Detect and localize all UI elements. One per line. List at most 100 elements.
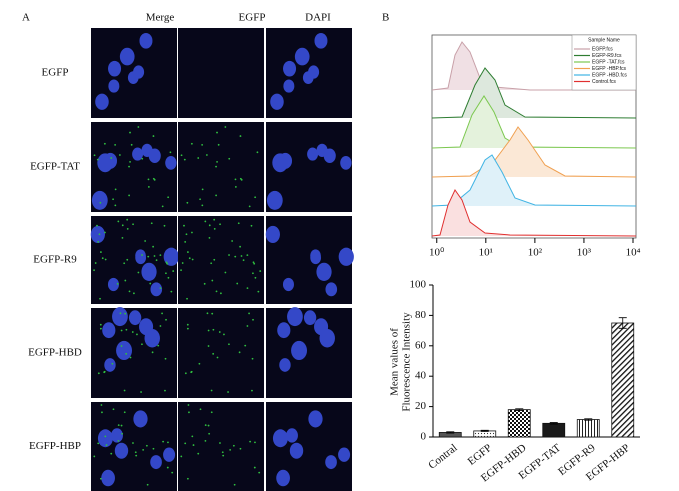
green-signal	[99, 477, 102, 480]
green-signal	[114, 204, 117, 207]
nucleus	[101, 469, 115, 487]
green-signal	[187, 251, 189, 253]
green-signal	[239, 177, 242, 180]
green-signal	[224, 271, 227, 274]
nucleus	[310, 251, 322, 265]
legend-title: Sample Name	[588, 37, 620, 43]
green-signal	[257, 290, 260, 293]
nucleus	[340, 156, 352, 170]
y-tick-label: 80	[415, 309, 427, 321]
y-tick-label: 0	[421, 431, 427, 443]
green-signal	[165, 261, 168, 264]
nucleus	[338, 447, 351, 462]
green-signal	[129, 161, 131, 163]
micrograph	[178, 28, 264, 118]
nucleus	[325, 282, 338, 297]
green-signal	[166, 262, 169, 265]
green-signal	[125, 328, 128, 331]
green-signal	[124, 312, 127, 315]
green-signal	[167, 441, 169, 444]
green-signal	[145, 444, 148, 447]
green-signal	[185, 233, 188, 236]
green-signal	[134, 451, 137, 454]
nucleus	[150, 455, 162, 470]
green-signal	[207, 424, 210, 427]
green-signal	[197, 157, 200, 159]
green-signal	[142, 448, 145, 451]
green-signal	[183, 158, 186, 161]
x-tick-label: 10¹	[479, 247, 493, 259]
green-signal	[120, 424, 123, 427]
bar	[542, 422, 566, 438]
green-signal	[116, 282, 119, 285]
green-signal	[248, 312, 250, 315]
green-signal	[210, 411, 213, 414]
green-signal	[170, 290, 173, 293]
green-signal	[201, 204, 204, 207]
green-signal	[114, 143, 117, 146]
micrograph	[178, 216, 264, 304]
green-signal	[218, 331, 221, 333]
green-signal	[93, 154, 96, 157]
nucleus	[291, 340, 308, 361]
green-signal	[159, 287, 162, 290]
green-signal	[126, 218, 129, 221]
green-signal	[157, 344, 160, 347]
green-signal	[135, 454, 138, 457]
green-signal	[253, 466, 256, 469]
nucleus	[90, 225, 105, 243]
nucleus	[265, 225, 280, 243]
green-signal	[223, 333, 225, 336]
error-bar	[446, 431, 455, 434]
y-axis-title: Mean values of	[389, 328, 401, 396]
legend-label: Control.fcs	[592, 79, 616, 85]
green-signal	[190, 370, 193, 373]
green-signal	[128, 290, 131, 293]
green-signal	[213, 227, 216, 230]
green-signal	[236, 282, 239, 285]
green-signal	[153, 255, 156, 257]
green-signal	[146, 483, 149, 486]
green-signal	[141, 157, 144, 160]
green-signal	[204, 439, 207, 442]
green-signal	[99, 297, 101, 300]
green-signal	[129, 356, 132, 359]
green-signal	[118, 154, 121, 156]
green-signal	[110, 157, 113, 159]
y-tick-label: 40	[415, 370, 427, 382]
green-signal	[161, 205, 164, 208]
error-bar	[549, 422, 558, 425]
row-label: EGFP-TAT	[30, 161, 80, 173]
green-signal	[128, 194, 131, 197]
green-signal	[239, 245, 242, 248]
x-tick-label: 10³	[577, 247, 592, 259]
nucleus	[294, 47, 310, 66]
green-signal	[152, 447, 155, 450]
nucleus	[132, 147, 144, 161]
nucleus	[135, 251, 147, 265]
nucleus	[278, 152, 293, 169]
nucleus	[97, 429, 113, 448]
error-bar	[618, 317, 627, 329]
green-signal	[191, 435, 194, 438]
nucleus	[287, 307, 303, 327]
green-signal	[101, 257, 104, 260]
green-signal	[103, 142, 106, 145]
green-signal	[215, 165, 217, 168]
green-signal	[140, 391, 142, 393]
green-signal	[97, 372, 100, 375]
green-signal	[237, 222, 240, 225]
green-signal	[112, 408, 115, 411]
nucleus	[283, 79, 295, 93]
green-signal	[211, 279, 214, 282]
nucleus	[283, 60, 297, 77]
green-signal	[216, 131, 218, 134]
green-signal	[131, 331, 134, 333]
error-bar	[480, 429, 489, 432]
green-signal	[97, 442, 100, 445]
green-signal	[213, 258, 216, 261]
bar	[507, 409, 531, 438]
y-axis-title: Fluorescence Intensity	[401, 312, 413, 412]
green-signal	[128, 165, 130, 168]
nucleus	[165, 156, 177, 170]
